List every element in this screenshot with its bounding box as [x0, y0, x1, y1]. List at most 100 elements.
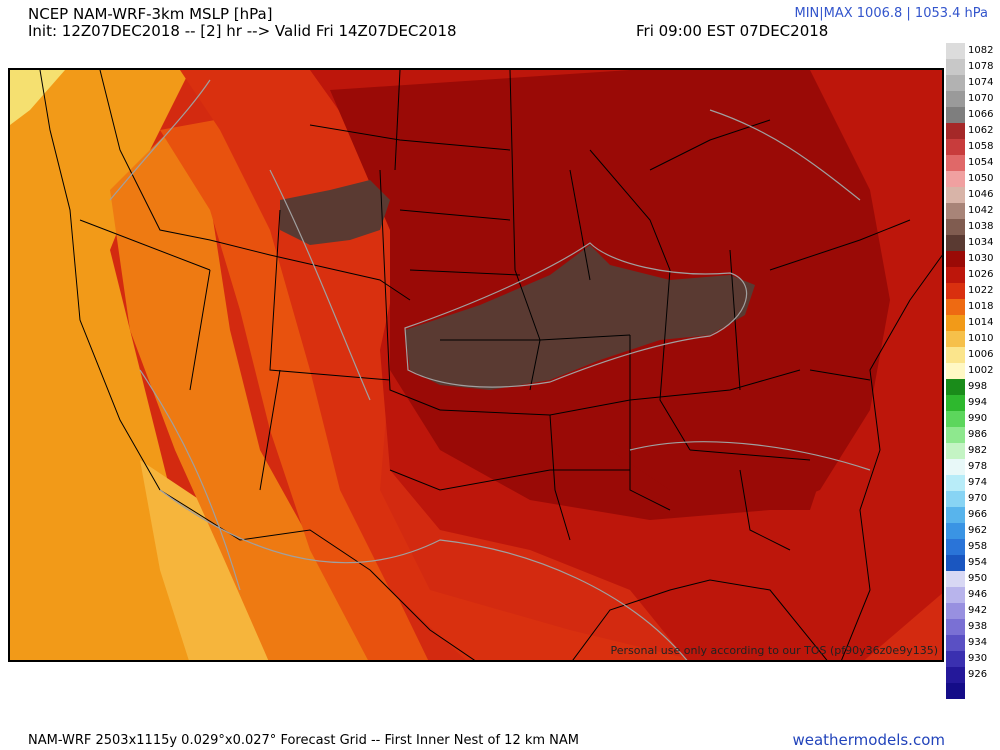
colorbar-label: 1046	[968, 189, 994, 200]
colorbar-label: 934	[968, 637, 988, 648]
colorbar-level: 1042	[946, 203, 1000, 219]
colorbar-label: 1002	[968, 365, 994, 376]
colorbar-label: 950	[968, 573, 988, 584]
colorbar-label: 990	[968, 413, 988, 424]
colorbar-level: 998	[946, 379, 1000, 395]
colorbar-swatch	[946, 299, 965, 315]
colorbar-level: 946	[946, 587, 1000, 603]
init-valid-line: Init: 12Z07DEC2018 -- [2] hr --> Valid F…	[28, 22, 457, 40]
colorbar-swatch	[946, 667, 965, 683]
colorbar-level: 966	[946, 507, 1000, 523]
colorbar-level: 994	[946, 395, 1000, 411]
colorbar-level: 1058	[946, 139, 1000, 155]
colorbar-swatch	[946, 59, 965, 75]
min-max-readout: MIN|MAX 1006.8 | 1053.4 hPa	[794, 6, 988, 21]
colorbar-level: 1014	[946, 315, 1000, 331]
colorbar-swatch	[946, 555, 965, 571]
colorbar-swatch	[946, 203, 965, 219]
colorbar-label: 1070	[968, 93, 994, 104]
colorbar-label: 998	[968, 381, 988, 392]
colorbar-swatch	[946, 283, 965, 299]
region-desert-sw	[140, 460, 269, 660]
colorbar-label: 954	[968, 557, 988, 568]
colorbar-level: 926	[946, 667, 1000, 683]
isobar-contours	[109, 79, 871, 660]
region-high-rockies	[280, 180, 390, 245]
colorbar-level: 1078	[946, 59, 1000, 75]
colorbar-label: 1054	[968, 157, 994, 168]
colorbar-level: 1074	[946, 75, 1000, 91]
pressure-colorbar: 1082 1078 1074 1070 1066 1062 1058 1054 1050 1046…	[946, 43, 1000, 705]
colorbar-level: 1034	[946, 235, 1000, 251]
colorbar-label: 982	[968, 445, 988, 456]
site-link[interactable]: weathermodels.com	[792, 731, 945, 749]
colorbar-level: 1026	[946, 267, 1000, 283]
grid-info: NAM-WRF 2503x1115y 0.029°x0.027° Forecas…	[28, 733, 580, 748]
colorbar-label: 946	[968, 589, 988, 600]
colorbar-label: 978	[968, 461, 988, 472]
colorbar-level: 1046	[946, 187, 1000, 203]
colorbar-swatch	[946, 523, 965, 539]
colorbar-swatch	[946, 123, 965, 139]
colorbar-label: 1038	[968, 221, 994, 232]
colorbar-label: 942	[968, 605, 988, 616]
colorbar-swatch	[946, 315, 965, 331]
colorbar-label: 1058	[968, 141, 994, 152]
colorbar-level: 962	[946, 523, 1000, 539]
colorbar-label: 970	[968, 493, 988, 504]
colorbar-level: 990	[946, 411, 1000, 427]
colorbar-label: 974	[968, 477, 988, 488]
colorbar-swatch	[946, 267, 965, 283]
colorbar-level: 1006	[946, 347, 1000, 363]
colorbar-level: 942	[946, 603, 1000, 619]
colorbar-label: 994	[968, 397, 988, 408]
colorbar-level: 938	[946, 619, 1000, 635]
colorbar-level: 970	[946, 491, 1000, 507]
valid-local-time: Fri 09:00 EST 07DEC2018	[636, 22, 829, 40]
colorbar-level: 1002	[946, 363, 1000, 379]
colorbar-label: 962	[968, 525, 988, 536]
colorbar-level: 1070	[946, 91, 1000, 107]
map-canvas	[10, 70, 942, 660]
colorbar-swatch	[946, 363, 965, 379]
colorbar-level: 1038	[946, 219, 1000, 235]
colorbar-label: 1022	[968, 285, 994, 296]
colorbar-swatch	[946, 411, 965, 427]
colorbar-level: 982	[946, 443, 1000, 459]
colorbar-swatch	[946, 43, 965, 59]
colorbar-level: 1030	[946, 251, 1000, 267]
colorbar-label: 1010	[968, 333, 994, 344]
colorbar-swatch	[946, 427, 965, 443]
colorbar-swatch	[946, 443, 965, 459]
colorbar-swatch	[946, 107, 965, 123]
chart-title: NCEP NAM-WRF-3km MSLP [hPa]	[28, 5, 273, 23]
colorbar-swatch	[946, 619, 965, 635]
colorbar-swatch	[946, 651, 965, 667]
colorbar-level: 1066	[946, 107, 1000, 123]
colorbar-label: 1082	[968, 45, 994, 56]
colorbar-label: 1066	[968, 109, 994, 120]
colorbar-level: 934	[946, 635, 1000, 651]
colorbar-swatch	[946, 459, 965, 475]
colorbar-label: 1030	[968, 253, 994, 264]
colorbar-level: 986	[946, 427, 1000, 443]
colorbar-swatch	[946, 603, 965, 619]
colorbar-swatch	[946, 395, 965, 411]
colorbar-swatch	[946, 475, 965, 491]
colorbar-swatch	[946, 235, 965, 251]
colorbar-swatch	[946, 491, 965, 507]
colorbar-level: 1018	[946, 299, 1000, 315]
colorbar-label: 938	[968, 621, 988, 632]
colorbar-label: 1014	[968, 317, 994, 328]
colorbar-level: 954	[946, 555, 1000, 571]
colorbar-level	[946, 683, 1000, 699]
region-west-coast	[110, 130, 388, 660]
colorbar-level: 1082	[946, 43, 1000, 59]
region-southeast	[610, 430, 830, 510]
colorbar-level: 1022	[946, 283, 1000, 299]
colorbar-level: 1062	[946, 123, 1000, 139]
colorbar-label: 958	[968, 541, 988, 552]
mslp-map[interactable]: Personal use only according to our TOS (…	[8, 68, 944, 662]
colorbar-label: 1018	[968, 301, 994, 312]
colorbar-label: 1050	[968, 173, 994, 184]
